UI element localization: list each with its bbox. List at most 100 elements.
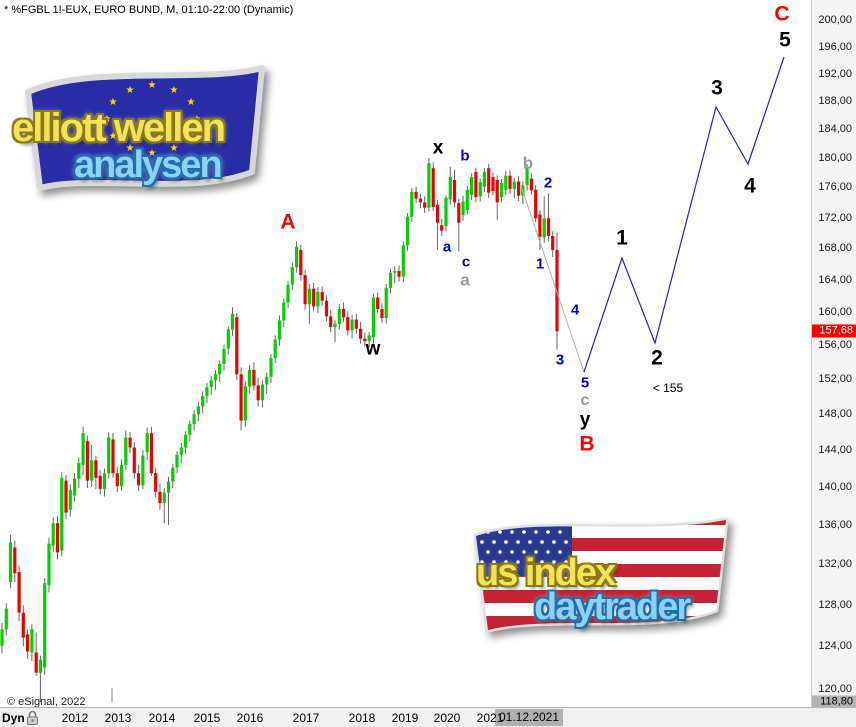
svg-text:★: ★: [103, 114, 112, 125]
candle-body: [85, 441, 89, 481]
year-label-2012: 2012: [61, 711, 89, 725]
candle-body: [337, 309, 341, 324]
wave-label-b[interactable]: b: [460, 147, 470, 165]
price-tick: 124,00: [818, 640, 852, 653]
candle-body: [461, 201, 465, 216]
candle-body: [384, 287, 388, 318]
svg-text:★: ★: [148, 80, 157, 91]
candle-body: [13, 547, 17, 574]
candle-body: [154, 473, 158, 492]
candle-body: [551, 235, 555, 250]
candle-body: [452, 180, 457, 203]
candle-body: [435, 204, 440, 223]
elliott-projection-line[interactable]: [583, 56, 785, 373]
wave-label-3[interactable]: 3: [711, 76, 723, 100]
wave-label-a[interactable]: a: [442, 238, 452, 256]
svg-text:★: ★: [187, 131, 196, 142]
wave-label-x[interactable]: x: [432, 137, 444, 159]
candle-body: [188, 424, 192, 435]
candle-body: [277, 320, 282, 340]
candle-body: [102, 473, 107, 489]
wave-label-C[interactable]: C: [774, 2, 790, 26]
candle-body: [517, 181, 521, 196]
eu-logo-text-line2: analysen: [74, 144, 223, 186]
gray-trendline[interactable]: [520, 185, 585, 373]
wave-label-5[interactable]: 5: [779, 28, 791, 52]
candle-body: [457, 203, 461, 223]
price-tick: 192,00: [818, 67, 852, 80]
wave-label-A[interactable]: A: [280, 210, 296, 234]
candle-body: [0, 629, 4, 647]
candle-body: [21, 612, 25, 638]
price-tick: 176,00: [818, 181, 852, 194]
candle-body: [94, 460, 98, 478]
candle-body: [371, 297, 375, 337]
dynamic-scale-label[interactable]: Dyn: [2, 711, 25, 725]
wave-label-1[interactable]: 1: [535, 255, 545, 273]
wave-label-y[interactable]: y: [579, 409, 591, 431]
wave-label-2[interactable]: 2: [651, 346, 663, 370]
candle-body: [423, 202, 427, 208]
candlestick-chart[interactable]: [0, 0, 812, 707]
wave-label-3[interactable]: 3: [555, 351, 565, 369]
candle-body: [555, 249, 559, 332]
padlock-icon[interactable]: [26, 710, 39, 726]
wave-label-c[interactable]: c: [461, 253, 471, 271]
price-tick: 184,00: [818, 123, 852, 136]
wave-label-c[interactable]: c: [580, 392, 590, 409]
candle-body: [145, 433, 149, 453]
candle-body: [81, 433, 85, 465]
wave-label-w[interactable]: w: [365, 338, 381, 360]
candle-body: [401, 245, 405, 277]
candle-body: [162, 492, 166, 504]
candle-body: [34, 652, 38, 673]
low-price-badge: 118,80: [812, 695, 856, 709]
wave-label-B[interactable]: B: [579, 432, 595, 456]
wave-label-4[interactable]: 4: [570, 301, 580, 319]
svg-text:★: ★: [193, 114, 202, 125]
candle-body: [171, 467, 175, 482]
candle-body: [256, 385, 260, 401]
price-tick: 200,00: [818, 14, 852, 26]
price-tick: 132,00: [818, 558, 852, 571]
candle-body: [269, 358, 273, 377]
candle-body: [132, 447, 136, 474]
candle-body: [380, 309, 384, 318]
svg-text:★: ★: [187, 97, 196, 108]
candle-body: [393, 271, 397, 273]
wave-label-4[interactable]: 4: [744, 174, 756, 198]
svg-text:★: ★: [126, 85, 135, 96]
candle-body: [248, 370, 252, 387]
candle-body: [4, 608, 8, 630]
candle-body: [73, 478, 77, 496]
candle-body: [427, 163, 431, 208]
wave-label-1[interactable]: 1: [616, 226, 628, 250]
price-tick: 188,00: [818, 95, 852, 107]
wave-label-2[interactable]: 2: [543, 174, 553, 192]
candle-body: [98, 475, 102, 489]
candle-body: [260, 384, 264, 401]
price-tick: 152,00: [818, 373, 852, 386]
time-axis[interactable]: Dyn 01.12.2021 2012 2013 2014 2015 2016 2017 2…: [0, 707, 856, 727]
svg-text:★: ★: [170, 85, 179, 96]
wave-label-a[interactable]: a: [460, 270, 470, 290]
candle-body: [312, 288, 316, 307]
candle-body: [209, 380, 213, 388]
price-tick: 172,00: [818, 211, 852, 224]
chart-title: * %FGBL 1!-EUX, EURO BUND, M, 01:10-22:0…: [4, 4, 294, 16]
candle-body: [55, 523, 60, 553]
wave-label-b[interactable]: b: [522, 153, 534, 173]
candle-body: [107, 437, 111, 474]
price-axis[interactable]: 157,68 118,80 200,00 196,00 192,00 188,00 18…: [811, 0, 856, 709]
wave-label-5[interactable]: 5: [580, 374, 590, 392]
year-label-2017: 2017: [292, 711, 320, 725]
candle-body: [320, 291, 324, 301]
candle-body: [341, 309, 346, 318]
price-tick: 156,00: [818, 339, 852, 352]
candle-body: [158, 491, 162, 504]
candle-body: [64, 480, 68, 513]
price-tick: 196,00: [818, 40, 852, 53]
candle-body: [414, 191, 418, 199]
candle-body: [222, 348, 226, 364]
candle-body: [235, 317, 239, 375]
